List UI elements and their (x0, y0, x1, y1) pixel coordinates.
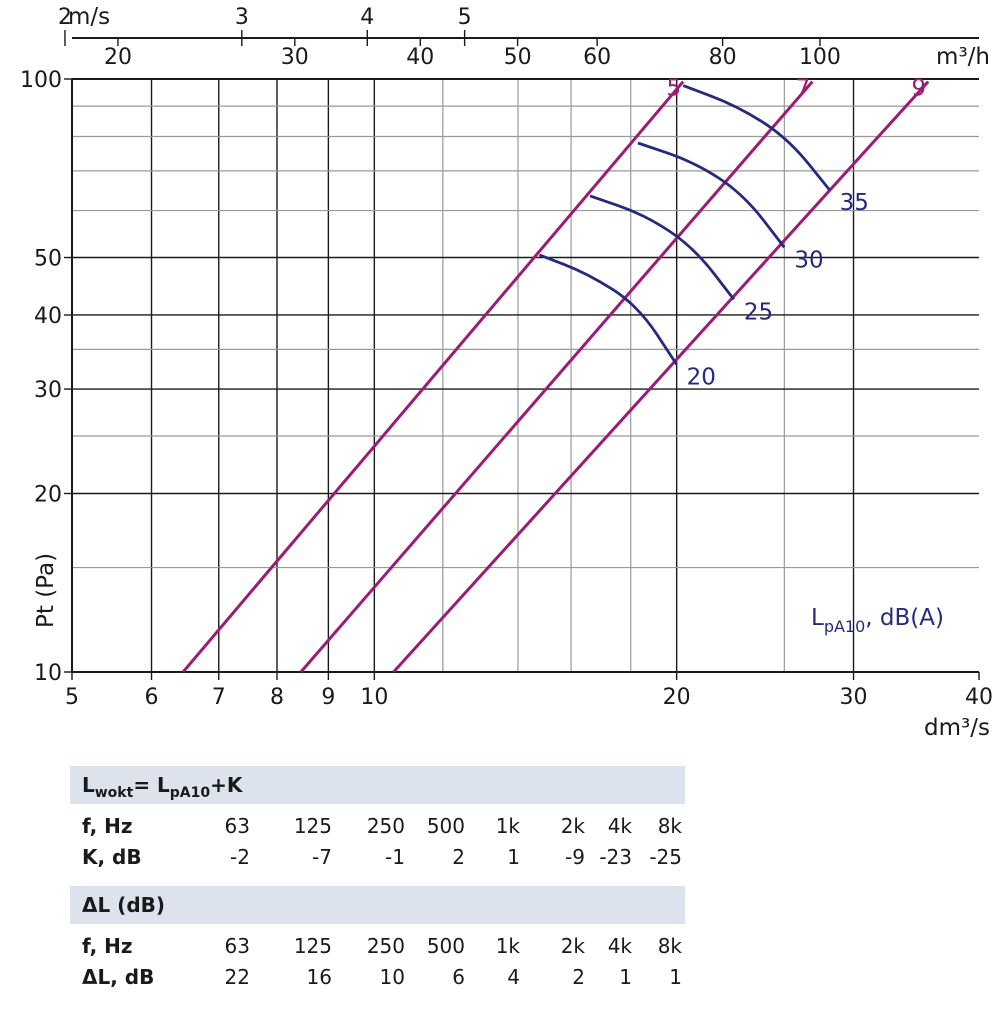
table1-cell: 2 (452, 845, 465, 869)
top-axis-1-tick-label: 5 (458, 5, 472, 30)
table2-cell: 63 (224, 934, 250, 958)
x-tick-label: 9 (321, 685, 335, 710)
x-tick-label: 10 (360, 685, 388, 710)
table1-cell: -25 (649, 845, 682, 869)
noise-correction-table: Lwokt= LpA10+K f, Hz 63 125 250 500 1k 2k 4k 8k K… (70, 766, 685, 874)
x-tick-label: 7 (212, 685, 226, 710)
y-tick-label: 40 (34, 304, 62, 329)
legend-rest: , dB(A) (865, 605, 944, 631)
sound-curve-label-25: 25 (744, 299, 773, 325)
table2-cell: 10 (379, 965, 405, 989)
table1-cell: -23 (599, 845, 632, 869)
y-tick-label: 50 (34, 247, 62, 272)
top-axis-1-tick-label: 4 (360, 5, 374, 30)
y-tick-label: 10 (34, 661, 62, 686)
series-line-7 (299, 80, 814, 673)
y-axis-label: Pt (Pa) (33, 553, 59, 628)
table1-cell: 2k (560, 814, 585, 838)
table2-cell: 2 (572, 965, 585, 989)
table2-cell: 4 (507, 965, 520, 989)
table2-row: ΔL, dB 22 16 10 6 4 2 1 1 (70, 963, 685, 994)
table2-row: f, Hz 63 125 250 500 1k 2k 4k 8k (70, 932, 685, 963)
series-line-5 (181, 80, 685, 673)
table2-cell: 8k (657, 934, 682, 958)
table2-cell: 22 (224, 965, 250, 989)
table2-cell: 500 (426, 934, 465, 958)
top-axis-2-tick-label: 40 (406, 45, 434, 70)
x-tick-label: 20 (663, 685, 691, 710)
table1-cell: -9 (565, 845, 585, 869)
sound-curve-30 (637, 141, 786, 249)
legend-main: L (811, 605, 824, 631)
top-axis-2-tick-label: 60 (583, 45, 611, 70)
x-tick-label: 5 (65, 685, 79, 710)
top-axis-2-tick-label: 80 (709, 45, 737, 70)
top-axis-2-tick-label: 50 (504, 45, 532, 70)
table1-row: f, Hz 63 125 250 500 1k 2k 4k 8k (70, 812, 685, 843)
sound-curve-label-30: 30 (794, 247, 823, 273)
table2-cell: 1k (495, 934, 520, 958)
table1-cell: 4k (607, 814, 632, 838)
table1-cell: 8k (657, 814, 682, 838)
sound-curve-35 (682, 84, 831, 191)
table1-title: Lwokt= LpA10+K (70, 766, 685, 804)
table2-cell: 2k (560, 934, 585, 958)
table2-cell: 250 (366, 934, 405, 958)
table1-cell: 250 (366, 814, 405, 838)
top-axis-2-tick-label: 30 (281, 45, 309, 70)
table1-cell: 1k (495, 814, 520, 838)
sound-curve-label-20: 20 (687, 365, 716, 391)
table1-cell: -2 (230, 845, 250, 869)
x-tick-label: 40 (965, 685, 993, 710)
table1-cell: 500 (426, 814, 465, 838)
table1-cell: 63 (224, 814, 250, 838)
x-tick-label: 8 (270, 685, 284, 710)
x-tick-label: 30 (840, 685, 868, 710)
chart-series: 5 7 9 20 25 30 35 (181, 76, 930, 674)
table2-row-label: f, Hz (82, 934, 133, 958)
table2-row-label: ΔL, dB (82, 965, 155, 989)
y-tick-label: 30 (34, 378, 62, 403)
top-axes: 12345203040506080100 (58, 5, 979, 70)
top-axis-1-label: m/s (68, 4, 110, 30)
chart-grid (64, 78, 980, 680)
table2-cell: 4k (607, 934, 632, 958)
top-axis-2-tick-label: 100 (799, 45, 841, 70)
legend-text: LpA10, dB(A) (811, 605, 944, 636)
chart-tick-labels: 5 6 7 8 9 10 20 30 40 10 20 30 40 50 100 (20, 68, 993, 710)
series-label-5: 5 (667, 76, 682, 102)
table2-title: ΔL (dB) (70, 886, 685, 924)
legend-sub: pA10 (824, 617, 865, 636)
table1-row-label: K, dB (82, 845, 142, 869)
y-tick-label: 20 (34, 482, 62, 507)
attenuation-table: ΔL (dB) f, Hz 63 125 250 500 1k 2k 4k 8k ΔL, dB 22… (70, 886, 685, 994)
table1-cell: 125 (293, 814, 332, 838)
table1-row-label: f, Hz (82, 814, 133, 838)
sound-curve-label-35: 35 (840, 190, 869, 216)
table2-cell: 6 (452, 965, 465, 989)
table2-cell: 1 (619, 965, 632, 989)
series-label-7: 7 (796, 76, 811, 102)
top-axis-2-tick-label: 20 (104, 45, 132, 70)
series-line-9 (392, 80, 930, 674)
sound-curve-25 (589, 194, 735, 301)
table2-cell: 1 (669, 965, 682, 989)
table2-cell: 16 (306, 965, 332, 989)
top-axis-2-label: m³/h (936, 44, 990, 70)
y-tick-label: 100 (20, 68, 62, 93)
series-label-9: 9 (912, 76, 927, 102)
table1-cell: -1 (385, 845, 405, 869)
x-tick-label: 6 (145, 685, 159, 710)
x-axis-label: dm³/s (924, 715, 990, 741)
table1-cell: 1 (507, 845, 520, 869)
top-axis-1-tick-label: 2 (58, 5, 72, 30)
top-axis-1-tick-label: 3 (235, 5, 249, 30)
sound-curve-20 (538, 253, 678, 366)
table1-row: K, dB -2 -7 -1 2 1 -9 -23 -25 (70, 843, 685, 874)
table1-cell: -7 (312, 845, 332, 869)
table2-cell: 125 (293, 934, 332, 958)
